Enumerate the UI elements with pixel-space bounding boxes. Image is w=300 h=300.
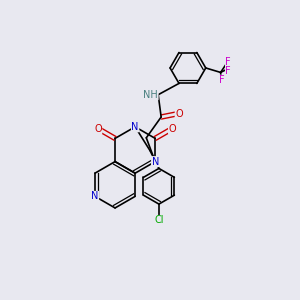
Text: O: O — [169, 124, 176, 134]
Text: NH: NH — [143, 90, 158, 100]
Text: N: N — [152, 157, 159, 166]
Text: N: N — [131, 122, 139, 132]
Text: F: F — [225, 57, 231, 67]
Text: F: F — [225, 66, 231, 76]
Text: O: O — [94, 124, 102, 134]
Text: Cl: Cl — [154, 215, 164, 225]
Text: F: F — [219, 75, 225, 85]
Text: N: N — [91, 191, 99, 201]
Text: O: O — [175, 109, 183, 119]
